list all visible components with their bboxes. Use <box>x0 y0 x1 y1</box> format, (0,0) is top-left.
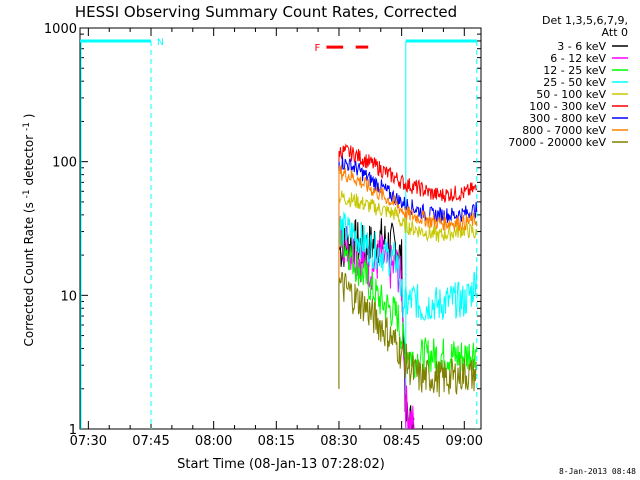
x-tick-label: 08:00 <box>195 434 232 449</box>
x-tick-label: 07:45 <box>132 434 169 449</box>
legend-label: 50 - 100 keV <box>536 88 606 101</box>
series-line-9 <box>338 271 478 397</box>
x-tick-label: 09:00 <box>446 434 483 449</box>
y-axis-label: Corrected Count Rate (s -1 detector -1 ) <box>18 114 36 347</box>
y-label-sup2: -1 <box>22 122 32 131</box>
y-tick-label: 10 <box>60 289 77 304</box>
legend-label: 7000 - 20000 keV <box>508 136 606 149</box>
legend-label: 800 - 7000 keV <box>522 124 606 137</box>
x-tick-label: 08:15 <box>258 434 295 449</box>
chart-title: HESSI Observing Summary Count Rates, Cor… <box>75 3 457 21</box>
y-tick-label: 1 <box>69 423 77 438</box>
x-tick-label: 07:30 <box>70 434 107 449</box>
series-line-7 <box>338 156 478 389</box>
legend-header-1: Det 1,3,5,6,7,9, <box>542 14 628 27</box>
y-tick-label: 1000 <box>44 22 77 37</box>
legend-label: 12 - 25 keV <box>543 64 606 77</box>
y-label-sup1: -1 <box>22 189 32 198</box>
legend-header-2: Att 0 <box>602 26 628 39</box>
svg-text:Corrected Count Rate (s: Corrected Count Rate (s -1 detector -1 ) <box>18 114 36 347</box>
x-tick-label: 08:45 <box>383 434 420 449</box>
series-line-8 <box>338 165 478 389</box>
night-label: N <box>157 38 164 48</box>
x-axis-label: Start Time (08-Jan-13 07:28:02) <box>177 457 385 472</box>
legend-label: 100 - 300 keV <box>529 100 606 113</box>
legend-label: 3 - 6 keV <box>557 40 606 53</box>
flare-label: F <box>314 43 320 54</box>
series-line-6 <box>338 143 478 389</box>
y-label-main: Corrected Count Rate (s <box>22 202 36 346</box>
timestamp: 8-Jan-2013 08:48 <box>559 467 636 476</box>
series-line-3 <box>338 220 478 389</box>
x-tick-label: 08:30 <box>320 434 357 449</box>
series-line-4 <box>338 211 478 389</box>
legend-label: 6 - 12 keV <box>550 52 606 65</box>
legend-label: 25 - 50 keV <box>543 76 606 89</box>
legend-label: 300 - 800 keV <box>529 112 606 125</box>
y-tick-label: 100 <box>52 156 77 171</box>
plot-area: 07:30 07:45 08:00 08:15 08:30 08:45 09:00 1 10 10… <box>44 22 483 449</box>
series-line-5 <box>338 190 478 389</box>
y-label-end: ) <box>22 114 36 119</box>
plot-frame <box>79 27 482 430</box>
y-label-mid: detector <box>22 135 36 186</box>
